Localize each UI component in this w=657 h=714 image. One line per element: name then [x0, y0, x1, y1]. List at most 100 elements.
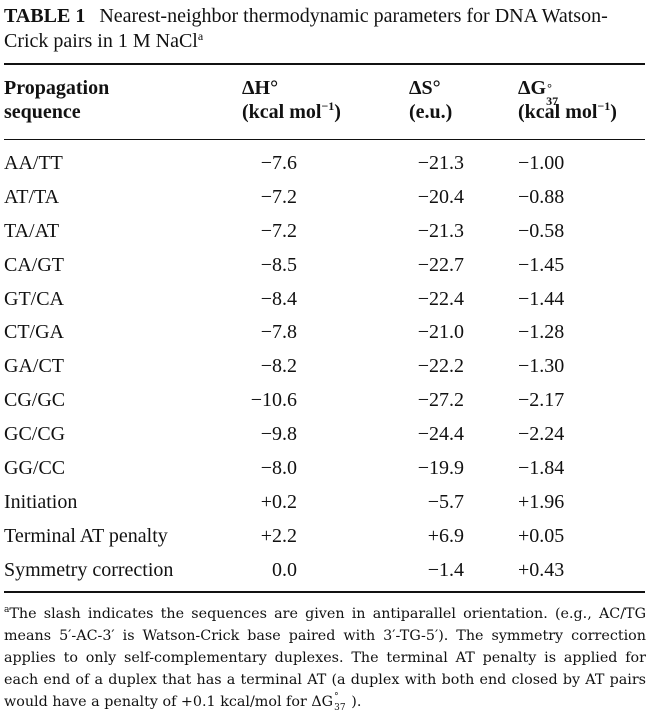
- delta-h-cell: −8.0: [260, 457, 297, 480]
- delta-h-cell: −8.2: [260, 355, 297, 378]
- sequence-cell: GA/CT: [4, 355, 64, 378]
- unit-close: ): [334, 101, 341, 123]
- footnote-delta-g: ΔG: [311, 694, 334, 710]
- delta-g-cell: −1.84: [518, 457, 565, 480]
- subscript-37: 37: [546, 94, 559, 108]
- header-col0-line1: Propagation: [4, 77, 110, 99]
- delta-h-cell: −7.8: [260, 321, 297, 344]
- sequence-cell: Initiation: [4, 490, 78, 513]
- header-delta-g-unit: (kcal mol−1): [518, 100, 617, 124]
- delta-s-cell: −1.4: [427, 558, 464, 581]
- delta-s-cell: −27.2: [417, 389, 464, 412]
- sequence-cell: CG/GC: [4, 389, 66, 412]
- delta-h-cell: −8.4: [260, 287, 297, 310]
- sequence-cell: GC/CG: [4, 423, 66, 446]
- delta-h-cell: −8.5: [260, 253, 297, 276]
- footnote-text: The slash indicates the sequences are gi…: [4, 606, 646, 710]
- header-delta-h: ΔH° (kcal mol−1): [242, 76, 341, 124]
- delta-h-cell: +2.2: [260, 524, 297, 547]
- table-title: Nearest-neighbor thermodynamic parameter…: [4, 5, 608, 52]
- delta-h-cell: −7.2: [260, 219, 297, 242]
- delta-g-cell: −1.30: [518, 355, 565, 378]
- table-row: CA/GT −8.5 −22.7 −1.45: [0, 249, 657, 283]
- delta-s-cell: −22.7: [417, 253, 464, 276]
- bottom-rule: [4, 591, 645, 593]
- table-footnote: aThe slash indicates the sequences are g…: [4, 603, 646, 713]
- sequence-cell: AA/TT: [4, 152, 63, 174]
- table-row: Symmetry correction 0.0 −1.4 +0.43: [0, 554, 657, 588]
- sequence-cell: Terminal AT penalty: [4, 524, 168, 547]
- delta-g-cell: −0.88: [518, 185, 565, 208]
- table-row: CT/GA −7.8 −21.0 −1.28: [0, 316, 657, 350]
- delta-g-cell: −0.58: [518, 219, 565, 242]
- delta-g-cell: −1.45: [518, 253, 565, 276]
- delta-g-cell: −1.00: [518, 152, 565, 174]
- sequence-cell: Symmetry correction: [4, 558, 174, 581]
- delta-s-cell: −20.4: [417, 185, 464, 208]
- table-row: CG/GC −10.6 −27.2 −2.17: [0, 384, 657, 418]
- header-delta-s-unit: (e.u.): [409, 101, 453, 123]
- sequence-cell: GG/CC: [4, 457, 66, 480]
- delta-h-cell: 0.0: [272, 558, 297, 581]
- header-delta-g: ΔG37°37 (kcal mol−1): [518, 76, 617, 124]
- header-delta-s: ΔS° (e.u.): [409, 76, 452, 124]
- delta-g-cell: −2.24: [518, 423, 565, 446]
- table-row: AA/TT −7.6 −21.3 −1.00: [0, 147, 657, 181]
- delta-h-cell: −9.8: [260, 423, 297, 446]
- sequence-cell: AT/TA: [4, 185, 60, 208]
- sequence-cell: CT/GA: [4, 321, 64, 344]
- unit-text: (kcal mol: [518, 101, 598, 123]
- subscript-37: 37: [334, 703, 346, 713]
- sequence-cell: CA/GT: [4, 253, 64, 276]
- header-propagation-sequence: Propagation sequence: [4, 76, 109, 124]
- delta-h-cell: −10.6: [250, 389, 297, 412]
- delta-s-cell: −24.4: [417, 423, 464, 446]
- delta-g-cell: −1.44: [518, 287, 565, 310]
- table-caption: TABLE 1 Nearest-neighbor thermodynamic pa…: [4, 4, 644, 54]
- table-row: TA/AT −7.2 −21.3 −0.58: [0, 215, 657, 249]
- table-row: AT/TA −7.2 −20.4 −0.88: [0, 181, 657, 215]
- delta-h-cell: −7.6: [260, 152, 297, 174]
- delta-h-cell: −7.2: [260, 185, 297, 208]
- table-body: AA/TT −7.6 −21.3 −1.00 AT/TA −7.2 −20.4 −0.88 TA…: [0, 147, 657, 588]
- delta-g-cell: −1.28: [518, 321, 565, 344]
- header-col0-line2: sequence: [4, 101, 81, 123]
- footnote-delta-g-sub: 37°37: [333, 691, 351, 713]
- delta-g-cell: +0.43: [518, 558, 565, 581]
- table-row: GA/CT −8.2 −22.2 −1.30: [0, 350, 657, 384]
- delta-s-cell: +6.9: [427, 524, 464, 547]
- table-row: GC/CG −9.8 −24.4 −2.24: [0, 418, 657, 452]
- unit-exponent: −1: [597, 99, 611, 113]
- sequence-cell: TA/AT: [4, 219, 60, 242]
- top-rule: [4, 63, 645, 65]
- table-row: Initiation +0.2 −5.7 +1.96: [0, 486, 657, 520]
- delta-s-cell: −5.7: [427, 490, 464, 513]
- delta-s-cell: −21.3: [417, 219, 464, 242]
- delta-g-text: ΔG: [518, 77, 547, 99]
- footnote-tail: ).: [351, 694, 362, 710]
- table-label: TABLE 1: [4, 5, 86, 27]
- header-delta-h-symbol: ΔH°: [242, 77, 279, 99]
- delta-g-sub: 37°37: [546, 76, 566, 107]
- delta-s-cell: −22.4: [417, 287, 464, 310]
- delta-g-cell: −2.17: [518, 389, 565, 412]
- unit-exponent: −1: [321, 99, 335, 113]
- delta-g-cell: +1.96: [518, 490, 565, 513]
- table-row: Terminal AT penalty +2.2 +6.9 +0.05: [0, 520, 657, 554]
- delta-h-cell: +0.2: [260, 490, 297, 513]
- header-delta-h-unit: (kcal mol−1): [242, 100, 341, 124]
- delta-s-cell: −21.0: [417, 321, 464, 344]
- delta-s-cell: −19.9: [417, 457, 464, 480]
- delta-s-cell: −22.2: [417, 355, 464, 378]
- header-delta-g-symbol: ΔG37°37: [518, 76, 617, 107]
- caption-footnote-marker: a: [197, 29, 204, 43]
- unit-text: (kcal mol: [242, 101, 322, 123]
- unit-close: ): [610, 101, 617, 123]
- footnote-marker: a: [4, 605, 10, 615]
- degree-mark: °: [334, 692, 339, 702]
- delta-g-cell: +0.05: [518, 524, 565, 547]
- delta-s-cell: −21.3: [417, 152, 464, 174]
- table-row: GT/CA −8.4 −22.4 −1.44: [0, 283, 657, 317]
- degree-mark: °: [547, 81, 552, 95]
- header-delta-s-symbol: ΔS°: [409, 77, 441, 99]
